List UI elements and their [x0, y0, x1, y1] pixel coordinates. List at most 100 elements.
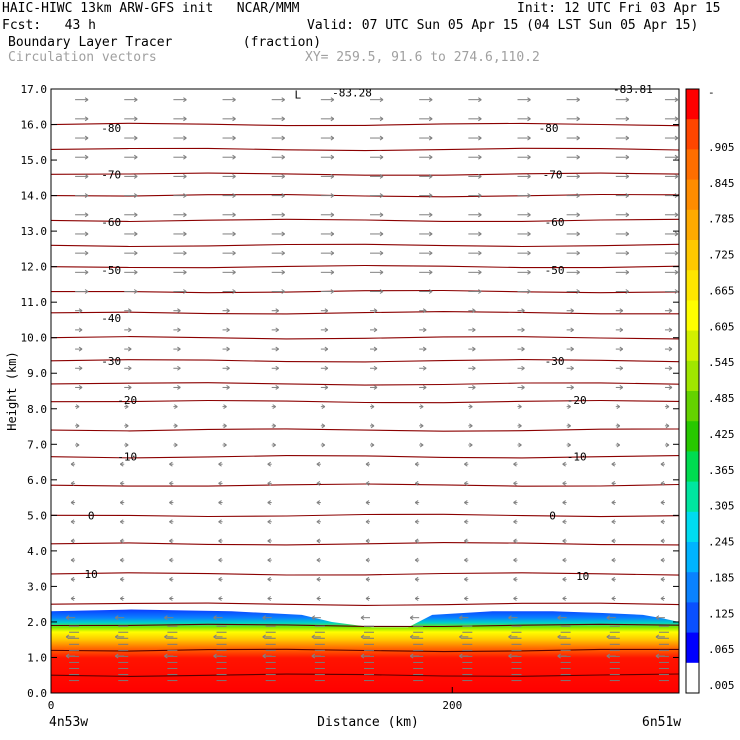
- wind-vector-head: [218, 480, 222, 486]
- wind-vector-head: [272, 404, 276, 410]
- y-tick-label: 4.0: [27, 545, 47, 558]
- wind-vector-head: [365, 461, 370, 467]
- wind-vector-head: [655, 653, 660, 659]
- wind-vector-head: [459, 634, 463, 640]
- wind-vector-head: [379, 269, 384, 275]
- wind-vector-head: [232, 250, 236, 256]
- wind-vector-head: [674, 173, 679, 179]
- wind-vector-head: [370, 404, 375, 410]
- wind-vector-head: [84, 269, 89, 275]
- wind-vector-head: [177, 365, 181, 371]
- wind-vector-head: [316, 461, 321, 467]
- wind-vector-head: [370, 423, 375, 429]
- colorbar-segment: [686, 511, 699, 543]
- wind-vector-head: [464, 538, 468, 544]
- wind-vector-head: [419, 423, 424, 429]
- wind-vector-head: [84, 116, 89, 122]
- colorbar-segment: [686, 89, 699, 120]
- colorbar-segment: [686, 542, 699, 573]
- wind-vector-head: [373, 308, 378, 314]
- wind-vector-head: [262, 615, 266, 621]
- y-tick-label: 6.0: [27, 474, 47, 487]
- wind-vector-head: [625, 97, 630, 103]
- wind-vector-head: [428, 231, 433, 237]
- wind-vector-head: [119, 461, 124, 467]
- wind-vector-head: [611, 500, 616, 505]
- wind-vector-head: [660, 461, 665, 467]
- wind-vector-head: [78, 327, 83, 333]
- contour-line: [50, 483, 680, 487]
- wind-vector-head: [521, 385, 525, 390]
- wind-vector-head: [365, 576, 370, 582]
- wind-vector-head: [218, 557, 222, 563]
- contour-line: [50, 359, 680, 363]
- wind-vector-head: [316, 500, 321, 505]
- y-tick-label: 13.0: [21, 225, 48, 238]
- wind-vector-head: [232, 212, 236, 218]
- circulation-vectors: [65, 97, 679, 682]
- wind-vector-head: [232, 269, 236, 275]
- wind-vector-head: [169, 538, 173, 544]
- wind-vector-head: [527, 193, 531, 199]
- wind-vector-head: [70, 519, 75, 525]
- wind-vector-head: [478, 193, 482, 199]
- y-tick-label: 9.0: [27, 367, 47, 380]
- wind-vector-head: [527, 289, 531, 294]
- wind-vector-head: [232, 135, 236, 141]
- wind-vector-head: [272, 423, 276, 429]
- wind-vector-head: [660, 480, 665, 486]
- wind-vector-head: [625, 289, 630, 294]
- wind-vector-head: [660, 519, 665, 525]
- wind-vector-head: [133, 289, 138, 294]
- wind-vector-head: [527, 116, 531, 122]
- wind-vector-head: [164, 634, 168, 640]
- wind-vector-head: [576, 173, 580, 179]
- wind-vector-head: [428, 154, 433, 160]
- wind-vector-head: [281, 193, 285, 199]
- wind-vector-head: [330, 154, 335, 160]
- y-tick-label: 11.0: [21, 296, 48, 309]
- contour-labels: -83.28 -83.81-80 -80-70 -70-60 -60-50 -50-40-…: [85, 83, 653, 583]
- wind-vector-head: [272, 442, 276, 448]
- wind-vector-head: [133, 193, 138, 199]
- contour-line: [50, 122, 680, 127]
- contour-label: -60: [101, 216, 121, 229]
- wind-vector-head: [469, 423, 473, 429]
- wind-vector-head: [508, 615, 512, 621]
- colorbar-label: .845: [708, 177, 735, 190]
- wind-vector-head: [557, 634, 561, 640]
- contour-line: [50, 513, 680, 518]
- wind-vector-head: [218, 576, 222, 582]
- wind-vector-head: [177, 385, 181, 390]
- wind-vector-head: [281, 173, 285, 179]
- wind-vector-head: [119, 519, 124, 525]
- wind-vector-head: [414, 519, 419, 525]
- colorbar-label: .605: [708, 320, 735, 333]
- wind-vector-head: [414, 538, 419, 544]
- contour-line: [50, 243, 680, 248]
- wind-vector-head: [133, 135, 138, 141]
- wind-vector-head: [267, 480, 271, 486]
- wind-vector-head: [478, 269, 482, 275]
- wind-vector-head: [409, 653, 414, 659]
- wind-vector-head: [464, 557, 468, 563]
- wind-vector-head: [428, 289, 433, 294]
- wind-vector-head: [169, 557, 173, 563]
- wind-vector-head: [562, 461, 566, 467]
- wind-vector-head: [619, 385, 624, 390]
- wind-vector-head: [616, 442, 621, 448]
- colorbar-segment: [686, 240, 699, 271]
- wind-vector-head: [668, 385, 673, 390]
- wind-vector-head: [114, 653, 119, 659]
- wind-vector-head: [316, 576, 321, 582]
- wind-vector-head: [478, 97, 482, 103]
- wind-vector-head: [114, 634, 119, 640]
- wind-vector-head: [218, 519, 222, 525]
- wind-vector-head: [133, 116, 138, 122]
- wind-vector-head: [655, 634, 660, 640]
- wind-vector-head: [665, 423, 670, 429]
- wind-vector-head: [478, 173, 482, 179]
- colorbar-label: .665: [708, 284, 735, 297]
- wind-vector-head: [275, 365, 279, 371]
